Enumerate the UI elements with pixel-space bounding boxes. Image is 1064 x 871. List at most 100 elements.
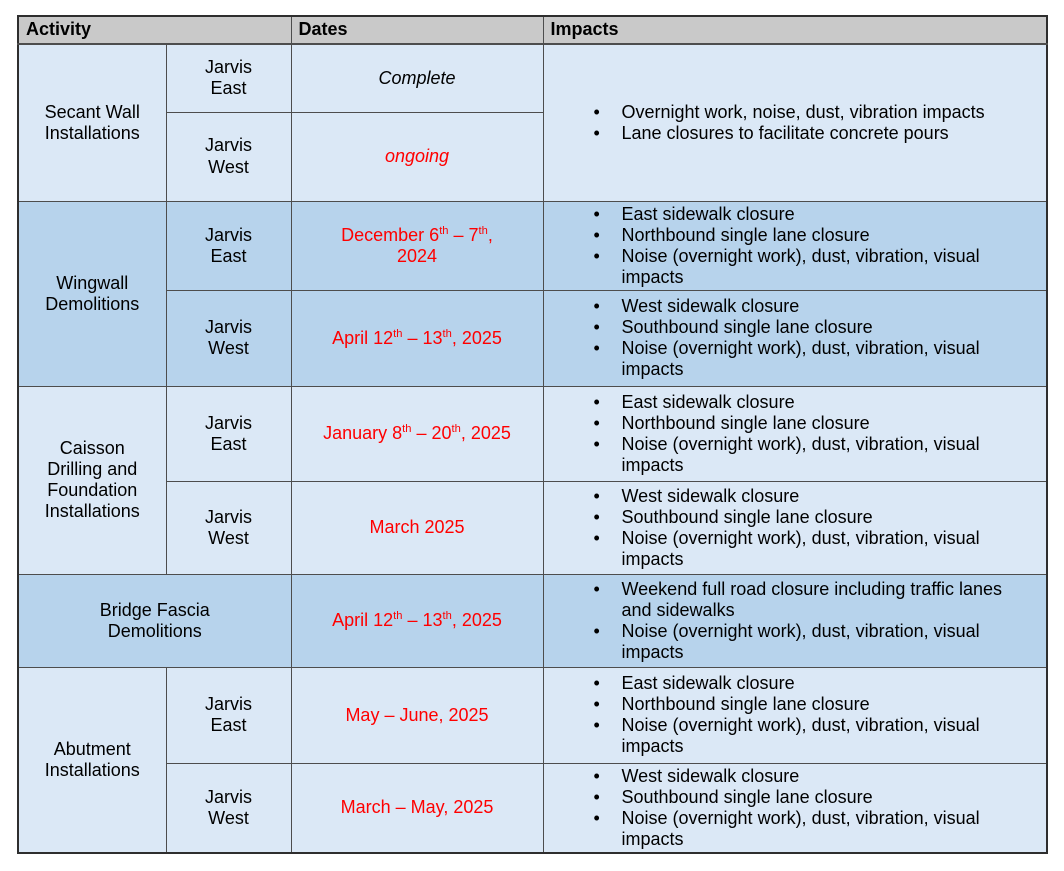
date-ordinal-suffix: th: [402, 423, 412, 436]
date-text: January 8: [323, 423, 403, 444]
date-cell-secant-jarvis-east: Complete: [290, 43, 544, 113]
date-text: – 13: [402, 327, 443, 348]
impact-item: Weekend full road closure including traf…: [594, 579, 1029, 621]
date-text: March – May, 2025: [340, 797, 494, 818]
segment-cell-abutment-jarvis-west: Jarvis West: [165, 762, 292, 854]
activity-cell-wingwall: Wingwall Demolitions: [17, 200, 167, 387]
date-text: – 20: [411, 423, 452, 444]
activity-cell-bridge-fascia: Bridge Fascia Demolitions: [17, 573, 292, 668]
impacts-cell-abutment-jarvis-west: West sidewalk closureSouthbound single l…: [542, 762, 1048, 854]
impacts-cell-wingwall-jarvis-west: West sidewalk closureSouthbound single l…: [542, 289, 1048, 387]
impact-item: Northbound single lane closure: [594, 225, 1029, 246]
impact-item: Southbound single lane closure: [594, 317, 1029, 338]
impacts-cell-bridge-fascia: Weekend full road closure including traf…: [542, 573, 1048, 668]
date-cell-bridge-fascia: April 12th – 13th, 2025: [290, 573, 544, 668]
date-cell-abutment-jarvis-east: May – June, 2025: [290, 666, 544, 764]
date-text: , 2025: [460, 423, 511, 444]
col-header-activity: Activity: [17, 15, 292, 45]
impact-item: Noise (overnight work), dust, vibration,…: [594, 808, 1029, 850]
impact-item: Noise (overnight work), dust, vibration,…: [594, 621, 1029, 663]
date-text: March 2025: [369, 517, 465, 538]
date-text: , 2025: [451, 327, 502, 348]
impact-item: Southbound single lane closure: [594, 787, 1029, 808]
date-ordinal-suffix: th: [478, 224, 488, 237]
impacts-list: Weekend full road closure including traf…: [548, 579, 1029, 663]
date-text: December 6: [341, 224, 440, 245]
date-text: , 2025: [451, 610, 502, 631]
date-cell-caisson-jarvis-east: January 8th – 20th, 2025: [290, 385, 544, 482]
impacts-list: West sidewalk closureSouthbound single l…: [548, 766, 1029, 850]
date-text: ongoing: [384, 145, 450, 166]
date-text: May – June, 2025: [345, 704, 489, 725]
impacts-cell-abutment-jarvis-east: East sidewalk closureNorthbound single l…: [542, 666, 1048, 764]
impacts-list: East sidewalk closureNorthbound single l…: [548, 392, 1029, 476]
impact-item: Noise (overnight work), dust, vibration,…: [594, 528, 1029, 570]
impacts-list: East sidewalk closureNorthbound single l…: [548, 673, 1029, 757]
activity-cell-caisson: Caisson Drilling and Foundation Installa…: [17, 385, 167, 575]
activity-cell-abutment: Abutment Installations: [17, 666, 167, 854]
date-cell-caisson-jarvis-west: March 2025: [290, 480, 544, 575]
date-text: April 12: [332, 610, 394, 631]
impact-item: West sidewalk closure: [594, 486, 1029, 507]
table-row: Jarvis West March – May, 2025 West sidew…: [18, 762, 1048, 854]
impact-item: West sidewalk closure: [594, 766, 1029, 787]
impact-item: Noise (overnight work), dust, vibration,…: [594, 434, 1029, 476]
table-row: Caisson Drilling and Foundation Installa…: [17, 385, 1048, 575]
impacts-list: East sidewalk closureNorthbound single l…: [548, 204, 1029, 288]
date-ordinal-suffix: th: [439, 224, 449, 237]
impact-item: Lane closures to facilitate concrete pou…: [594, 123, 1029, 144]
col-header-impacts: Impacts: [542, 15, 1048, 45]
table-row: Abutment Installations Jarvis East May –…: [17, 666, 1048, 854]
table-row: Jarvis West March 2025 West sidewalk clo…: [18, 480, 1048, 575]
segment-cell-abutment-jarvis-east: Jarvis East: [165, 666, 292, 764]
date-cell-secant-jarvis-west: ongoing: [290, 111, 544, 202]
impacts-cell-secant-wall: Overnight work, noise, dust, vibration i…: [542, 43, 1048, 202]
impacts-list: West sidewalk closureSouthbound single l…: [548, 486, 1029, 570]
impact-item: Northbound single lane closure: [594, 413, 1029, 434]
date-ordinal-suffix: th: [393, 327, 403, 340]
impact-item: Noise (overnight work), dust, vibration,…: [594, 715, 1029, 757]
table-row: Wingwall Demolitions Jarvis East Decembe…: [17, 200, 1048, 387]
segment-cell-wingwall-jarvis-west: Jarvis West: [165, 289, 292, 387]
table-row: Jarvis West April 12th – 13th, 2025 West…: [18, 289, 1048, 387]
impact-item: East sidewalk closure: [594, 673, 1029, 694]
date-cell-wingwall-jarvis-east: December 6th – 7th, 2024: [290, 200, 544, 291]
date-cell-abutment-jarvis-west: March – May, 2025: [290, 762, 544, 854]
impact-item: Noise (overnight work), dust, vibration,…: [594, 246, 1029, 288]
table-row: Secant Wall Installations Jarvis East Co…: [17, 43, 1048, 202]
segment-cell-wingwall-jarvis-east: Jarvis East: [165, 200, 292, 291]
impact-item: Southbound single lane closure: [594, 507, 1029, 528]
impacts-list: West sidewalk closureSouthbound single l…: [548, 296, 1029, 380]
date-ordinal-suffix: th: [393, 610, 403, 623]
impacts-cell-caisson-jarvis-east: East sidewalk closureNorthbound single l…: [542, 385, 1048, 482]
segment-cell-caisson-jarvis-west: Jarvis West: [165, 480, 292, 575]
segment-cell-caisson-jarvis-east: Jarvis East: [165, 385, 292, 482]
impact-item: East sidewalk closure: [594, 204, 1029, 225]
impact-item: East sidewalk closure: [594, 392, 1029, 413]
date-ordinal-suffix: th: [451, 423, 461, 436]
table-row: Jarvis West ongoing: [18, 111, 1047, 202]
date-cell-wingwall-jarvis-west: April 12th – 13th, 2025: [290, 289, 544, 387]
date-text: April 12: [332, 327, 394, 348]
impacts-list: Overnight work, noise, dust, vibration i…: [548, 102, 1029, 144]
date-text: – 13: [402, 610, 443, 631]
impact-item: West sidewalk closure: [594, 296, 1029, 317]
date-text: Complete: [378, 67, 456, 88]
construction-schedule-table: Activity Dates Impacts Secant Wall Insta…: [17, 15, 1048, 855]
impacts-cell-caisson-jarvis-west: West sidewalk closureSouthbound single l…: [542, 480, 1048, 575]
segment-cell-secant-jarvis-west: Jarvis West: [165, 111, 292, 202]
date-ordinal-suffix: th: [442, 610, 452, 623]
impact-item: Overnight work, noise, dust, vibration i…: [594, 102, 1029, 123]
segment-cell-secant-jarvis-east: Jarvis East: [165, 43, 292, 113]
impacts-cell-wingwall-jarvis-east: East sidewalk closureNorthbound single l…: [542, 200, 1048, 291]
date-text: – 7: [448, 224, 479, 245]
header-row: Activity Dates Impacts: [17, 15, 1048, 45]
date-text: , 2024: [396, 224, 493, 266]
impact-item: Noise (overnight work), dust, vibration,…: [594, 338, 1029, 380]
impact-item: Northbound single lane closure: [594, 694, 1029, 715]
col-header-dates: Dates: [290, 15, 544, 45]
activity-cell-secant-wall: Secant Wall Installations: [17, 43, 167, 202]
table-row: Bridge Fascia Demolitions April 12th – 1…: [17, 573, 1048, 668]
date-ordinal-suffix: th: [442, 327, 452, 340]
